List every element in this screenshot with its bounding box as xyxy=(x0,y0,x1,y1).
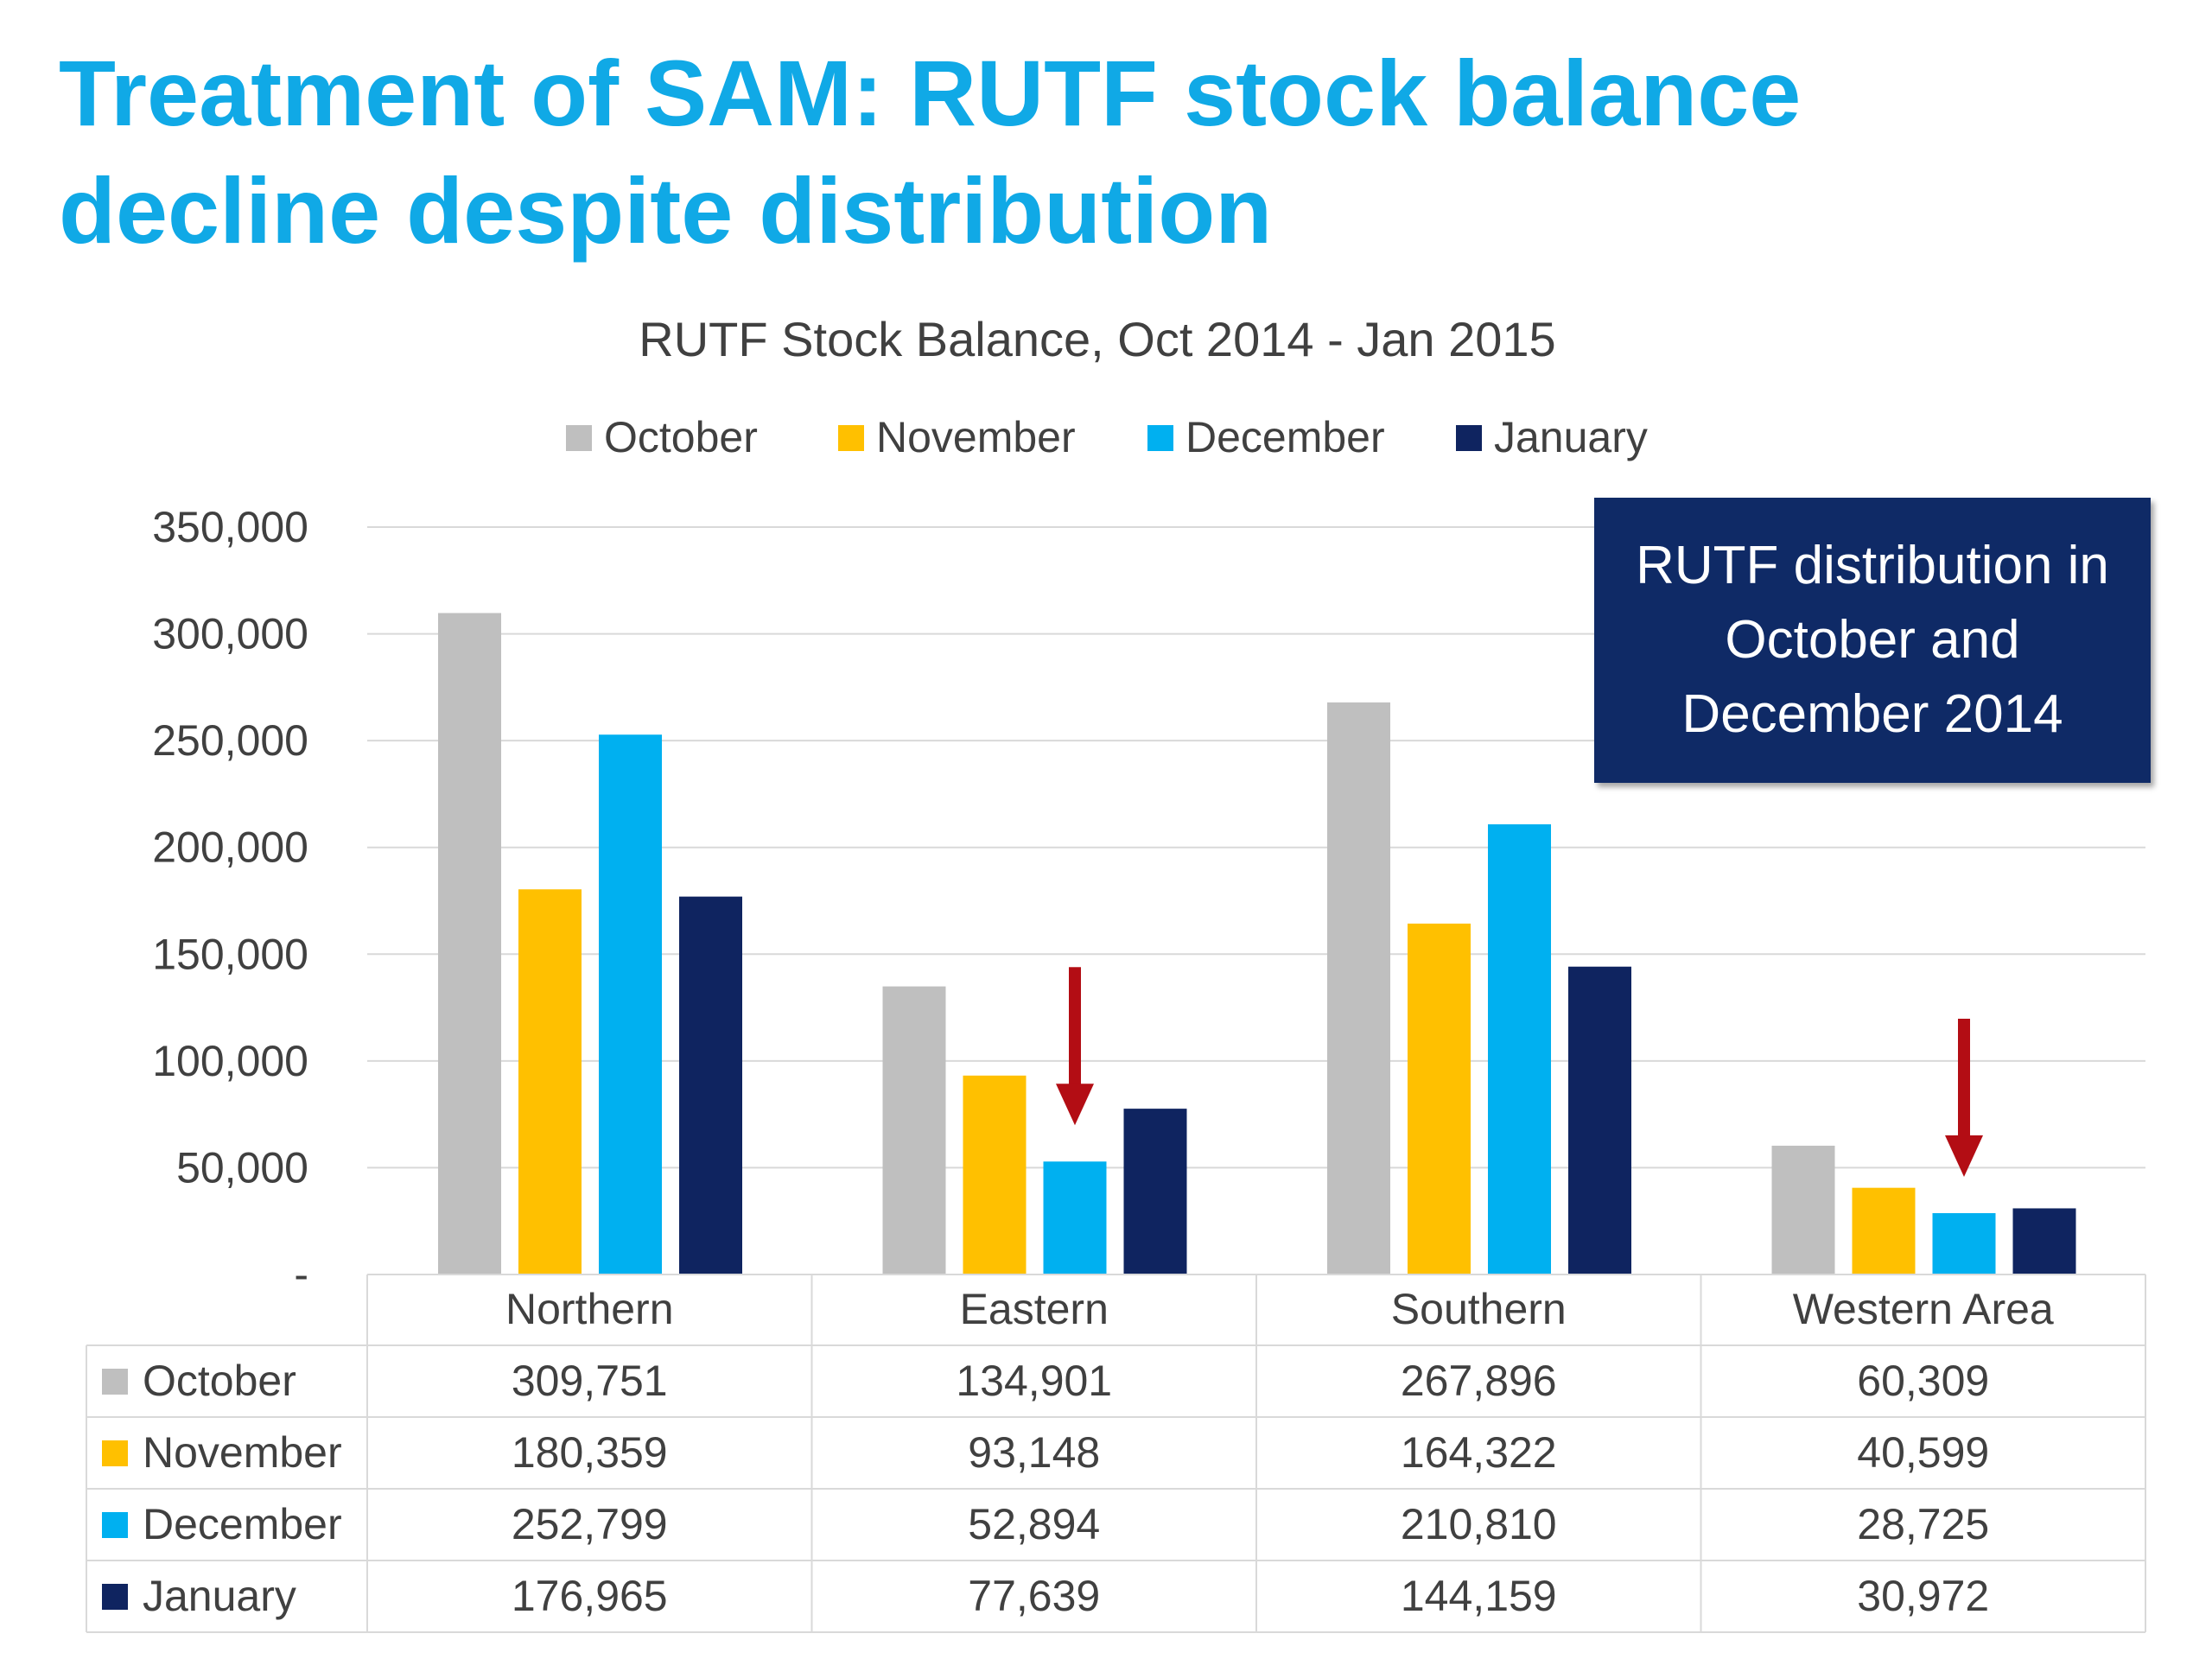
table-row-label-november: November xyxy=(143,1428,342,1477)
table-cell: 267,896 xyxy=(1401,1357,1557,1405)
table-cell: 40,599 xyxy=(1857,1428,1989,1477)
y-tick-label: 150,000 xyxy=(152,930,308,978)
table-cell: 30,972 xyxy=(1857,1572,1989,1620)
table-swatch-november xyxy=(102,1440,128,1466)
bar-eastern-october xyxy=(882,986,946,1274)
y-tick-label: 250,000 xyxy=(152,716,308,765)
y-tick-label: - xyxy=(294,1250,308,1299)
distribution-callout: RUTF distribution in October and Decembe… xyxy=(1594,498,2151,783)
decline-arrow-shaft xyxy=(1069,967,1081,1086)
bar-eastern-january xyxy=(1123,1109,1187,1274)
bar-southern-december xyxy=(1488,823,1551,1274)
category-label-eastern: Eastern xyxy=(960,1285,1109,1333)
table-cell: 252,799 xyxy=(512,1500,668,1548)
y-tick-label: 100,000 xyxy=(152,1037,308,1085)
table-cell: 309,751 xyxy=(512,1357,668,1405)
bar-southern-january xyxy=(1568,966,1631,1274)
decline-arrow-shaft xyxy=(1958,1019,1970,1138)
decline-arrow-head xyxy=(1056,1084,1094,1126)
legend-swatch-november xyxy=(838,425,864,451)
decline-arrow-head xyxy=(1945,1135,1983,1178)
table-cell: 93,148 xyxy=(968,1428,1100,1477)
table-cell: 77,639 xyxy=(968,1572,1100,1620)
table-swatch-october xyxy=(102,1369,128,1395)
legend-swatch-october xyxy=(566,425,592,451)
bar-western-area-december xyxy=(1932,1213,1996,1274)
y-tick-label: 50,000 xyxy=(176,1143,308,1192)
bar-eastern-december xyxy=(1043,1161,1107,1274)
table-row-label-january: January xyxy=(143,1572,296,1620)
category-label-southern: Southern xyxy=(1391,1285,1567,1333)
y-tick-label: 300,000 xyxy=(152,610,308,658)
category-label-western-area: Western Area xyxy=(1793,1285,2054,1333)
table-cell: 134,901 xyxy=(956,1357,1112,1405)
bar-northern-january xyxy=(679,896,742,1274)
bar-western-area-november xyxy=(1852,1187,1916,1274)
legend-swatch-january xyxy=(1456,425,1482,451)
bar-western-area-january xyxy=(2012,1208,2076,1274)
bar-eastern-november xyxy=(963,1075,1027,1274)
slide-title-line-1: Treatment of SAM: RUTF stock balance xyxy=(59,41,1802,145)
bar-northern-october xyxy=(438,613,501,1274)
chart-annotations xyxy=(1056,967,1983,1178)
table-row-label-december: December xyxy=(143,1500,342,1548)
y-tick-label: 350,000 xyxy=(152,503,308,551)
bar-northern-december xyxy=(599,734,662,1274)
table-cell: 164,322 xyxy=(1401,1428,1557,1477)
slide-title-line-2: decline despite distribution xyxy=(59,158,1273,263)
chart-legend: October November December January xyxy=(566,413,1648,461)
slide-title: Treatment of SAM: RUTF stock balance dec… xyxy=(59,35,1960,270)
table-swatch-december xyxy=(102,1512,128,1538)
chart-title: RUTF Stock Balance, Oct 2014 - Jan 2015 xyxy=(639,312,1555,366)
table-cell: 180,359 xyxy=(512,1428,668,1477)
table-cell: 28,725 xyxy=(1857,1500,1989,1548)
y-axis: - 50,000 100,000 150,000 200,000 250,000 300,0… xyxy=(152,503,308,1299)
table-row-label-october: October xyxy=(143,1357,296,1405)
legend-label-january: January xyxy=(1494,413,1648,461)
chart-bars xyxy=(438,613,2076,1274)
bar-northern-november xyxy=(518,889,582,1274)
table-cell: 144,159 xyxy=(1401,1572,1557,1620)
bar-southern-october xyxy=(1327,702,1390,1274)
category-label-northern: Northern xyxy=(505,1285,674,1333)
data-table: Northern Eastern Southern Western Area Octob… xyxy=(86,1274,2146,1633)
table-cell: 60,309 xyxy=(1857,1357,1989,1405)
table-swatch-january xyxy=(102,1584,128,1610)
table-cell: 176,965 xyxy=(512,1572,668,1620)
legend-label-november: November xyxy=(876,413,1076,461)
y-tick-label: 200,000 xyxy=(152,823,308,872)
table-cell: 52,894 xyxy=(968,1500,1100,1548)
legend-label-october: October xyxy=(604,413,758,461)
bar-western-area-october xyxy=(1771,1145,1835,1274)
legend-label-december: December xyxy=(1185,413,1385,461)
table-cell: 210,810 xyxy=(1401,1500,1557,1548)
legend-swatch-december xyxy=(1147,425,1173,451)
bar-southern-november xyxy=(1408,923,1471,1274)
